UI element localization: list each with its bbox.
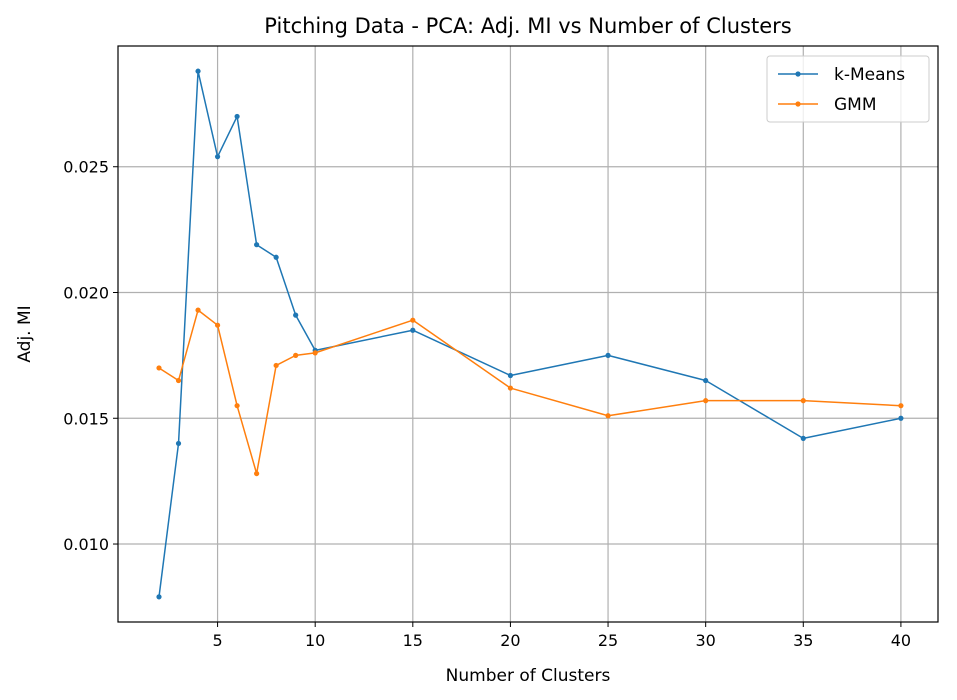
plot-frame bbox=[117, 45, 939, 623]
data-point-k-means bbox=[234, 113, 240, 120]
legend-label-kmeans: k-Means bbox=[834, 65, 905, 85]
data-point-gmm bbox=[703, 398, 709, 404]
data-point-gmm bbox=[410, 317, 416, 323]
grid bbox=[118, 46, 938, 622]
y-tick-label: 0.020 bbox=[63, 283, 109, 302]
x-tick-label: 40 bbox=[891, 631, 911, 650]
data-point-gmm bbox=[254, 470, 260, 477]
x-tick-label: 35 bbox=[793, 631, 813, 650]
y-tick-label: 0.025 bbox=[63, 158, 109, 177]
data-point-k-means bbox=[254, 242, 260, 248]
data-point-gmm bbox=[312, 350, 318, 356]
chart-title: Pitching Data - PCA: Adj. MI vs Number o… bbox=[264, 14, 791, 38]
x-tick-label: 30 bbox=[695, 631, 715, 650]
x-tick-label: 5 bbox=[212, 631, 222, 650]
data-point-k-means bbox=[703, 377, 709, 384]
ticks: 5 10 15 20 25 30 35 40 0.010 0.015 0.020 0.025 bbox=[63, 158, 911, 650]
legend-label-gmm: GMM bbox=[834, 95, 877, 115]
data-point-k-means bbox=[898, 415, 904, 421]
data-point-k-means bbox=[273, 254, 279, 260]
legend: k-Means GMM bbox=[766, 55, 930, 123]
legend-marker-kmeans bbox=[795, 71, 801, 77]
data-point-k-means bbox=[214, 154, 221, 160]
data-point-gmm bbox=[195, 307, 201, 313]
y-tick-label: 0.015 bbox=[63, 409, 109, 428]
x-axis-label: Number of Clusters bbox=[446, 666, 611, 686]
data-point-k-means bbox=[195, 68, 201, 74]
data-point-gmm bbox=[507, 385, 514, 391]
data-point-k-means bbox=[175, 440, 182, 447]
y-tick-label: 0.010 bbox=[63, 535, 109, 554]
data-point-k-means bbox=[156, 594, 162, 600]
data-point-gmm bbox=[898, 403, 904, 409]
series-layer bbox=[156, 68, 904, 600]
y-axis-label: Adj. MI bbox=[15, 305, 35, 362]
data-point-gmm bbox=[156, 365, 162, 371]
data-point-k-means bbox=[800, 435, 806, 441]
legend-box bbox=[766, 55, 930, 123]
data-point-gmm bbox=[234, 403, 240, 409]
legend-marker-gmm bbox=[795, 101, 801, 107]
x-tick-label: 20 bbox=[500, 631, 520, 650]
data-point-gmm bbox=[800, 398, 806, 404]
x-tick-label: 10 bbox=[305, 631, 325, 650]
data-point-k-means bbox=[293, 312, 299, 318]
x-tick-label: 15 bbox=[403, 631, 423, 650]
data-point-gmm bbox=[605, 413, 611, 419]
data-point-gmm bbox=[214, 322, 221, 328]
data-point-gmm bbox=[273, 362, 279, 369]
data-point-k-means bbox=[605, 352, 611, 358]
x-tick-label: 25 bbox=[598, 631, 618, 650]
data-point-gmm bbox=[293, 352, 299, 358]
data-point-k-means bbox=[507, 372, 514, 379]
data-point-gmm bbox=[175, 377, 182, 384]
data-point-k-means bbox=[410, 327, 416, 333]
